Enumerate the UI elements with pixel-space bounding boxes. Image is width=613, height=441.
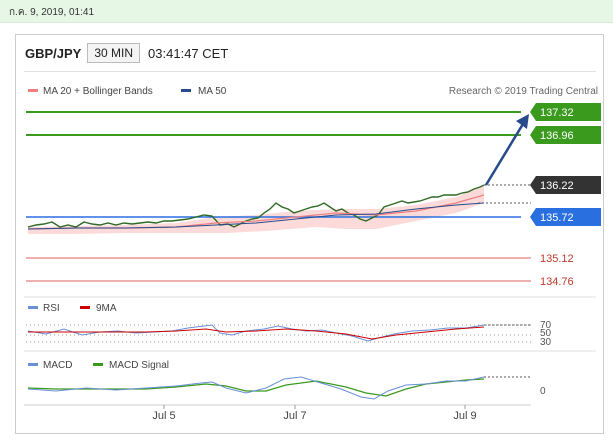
rsi-label-70: 70 (540, 320, 552, 331)
x-label-jul7: Jul 7 (283, 410, 306, 422)
price-line (27, 184, 485, 228)
level-label-137-32: 137.32 (540, 107, 574, 119)
chart-header: GBP/JPY 30 MIN 03:41:47 CET (25, 41, 228, 65)
level-label-136-22: 136.22 (540, 180, 574, 192)
credit-label: Research © 2019 Trading Central (449, 86, 598, 97)
forecast-arrow-line (484, 118, 528, 186)
ma20-legend-swatch (28, 89, 38, 92)
timeframe-button[interactable]: 30 MIN (87, 43, 141, 63)
header-divider (24, 71, 596, 72)
time-label: 03:41:47 CET (148, 45, 229, 61)
bollinger-band (28, 185, 484, 234)
ma50-legend-label: MA 50 (198, 86, 227, 97)
forecast-arrow-head (516, 114, 529, 129)
macd-legend-swatch (28, 363, 38, 366)
rsi-line (27, 324, 485, 342)
macd-line (27, 376, 485, 400)
rsi-ma-line (28, 326, 485, 340)
level-label-135-12: 135.12 (540, 253, 574, 265)
x-label-jul9: Jul 9 (453, 410, 476, 422)
chart-card: GBP/JPY 30 MIN 03:41:47 CET MA 20 + Boll… (15, 34, 604, 434)
chart-svg: MA 20 + Bollinger Bands MA 50 Research ©… (24, 86, 601, 422)
rsi-ma-legend-label: 9MA (96, 303, 117, 314)
level-label-135-72: 135.72 (540, 212, 574, 224)
macd-signal-line (27, 378, 485, 397)
macd-zero-label: 0 (540, 386, 546, 397)
level-tag-136-96 (530, 126, 601, 144)
level-tag-137-32 (530, 103, 601, 121)
date-text: ก.ค. 9, 2019, 01:41 (9, 7, 95, 18)
rsi-label-30: 30 (540, 337, 552, 348)
date-bar: ก.ค. 9, 2019, 01:41 (0, 0, 613, 23)
macd-signal-legend-label: MACD Signal (109, 360, 169, 371)
ma50-line (27, 202, 485, 230)
rsi-label-50: 50 (540, 328, 552, 339)
rsi-ma-legend-swatch (80, 306, 90, 309)
level-tag-135-72 (530, 208, 601, 226)
symbol-label: GBP/JPY (25, 45, 82, 61)
ma50-legend-swatch (181, 89, 191, 92)
level-tag-136-22 (530, 176, 601, 194)
rsi-legend-label: RSI (43, 303, 60, 314)
ma20-legend-label: MA 20 + Bollinger Bands (43, 86, 153, 97)
level-label-136-96: 136.96 (540, 130, 574, 142)
x-label-jul5: Jul 5 (152, 410, 175, 422)
rsi-legend-swatch (28, 306, 38, 309)
macd-signal-legend-swatch (93, 363, 103, 366)
macd-legend-label: MACD (43, 360, 72, 371)
level-label-134-76: 134.76 (540, 276, 574, 288)
